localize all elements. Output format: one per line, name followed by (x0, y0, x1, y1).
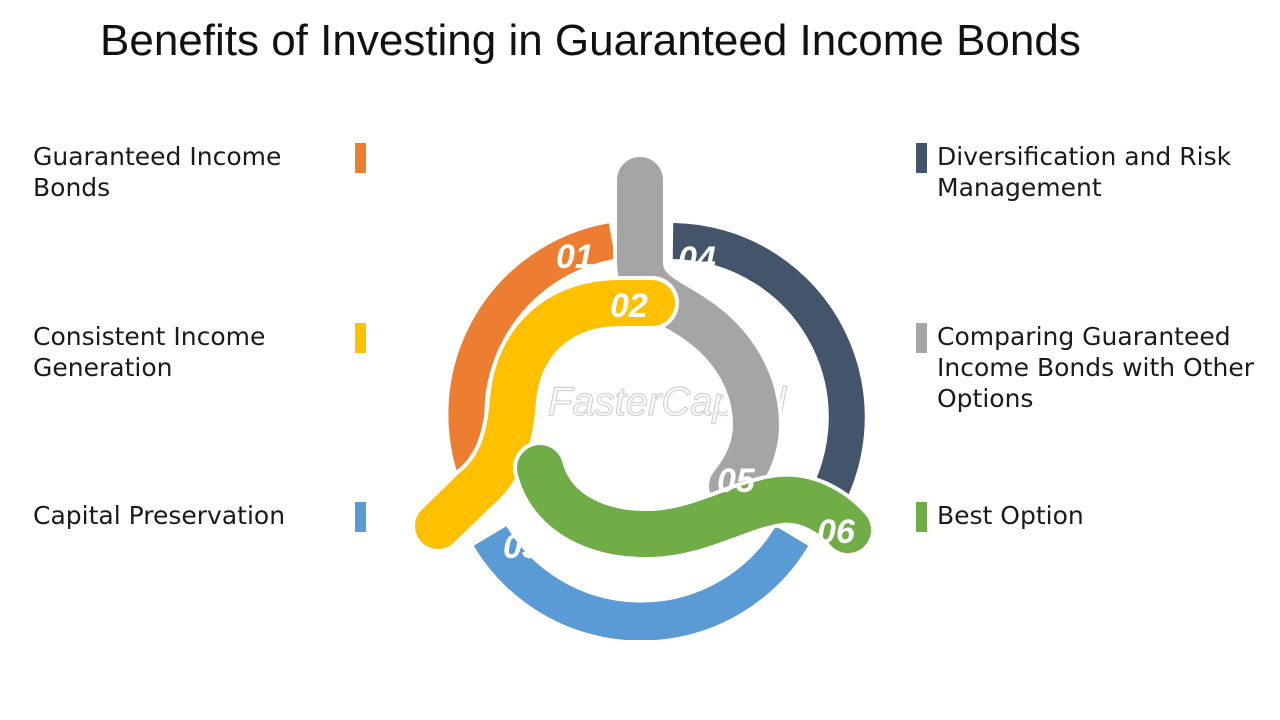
marker-blue (355, 502, 366, 532)
circular-benefits-diagram: FasterCapital 01 02 03 04 05 06 (411, 153, 875, 640)
number-03: 03 (503, 528, 541, 566)
number-01: 01 (556, 238, 594, 276)
marker-green (916, 502, 927, 532)
segment-01-orange (448, 223, 616, 497)
segment-03-blue (473, 526, 809, 640)
marker-gray (916, 323, 927, 353)
label-capital-preservation: Capital Preservation (33, 501, 286, 530)
label-guaranteed-income-bonds: Guaranteed Income Bonds (33, 142, 282, 202)
label-diversification: Diversification and Risk Management (937, 142, 1232, 202)
label-best-option: Best Option (937, 501, 1084, 530)
number-06: 06 (817, 513, 856, 551)
number-02: 02 (610, 287, 648, 325)
label-comparing-options: Comparing Guaranteed Income Bonds with O… (937, 322, 1255, 413)
segment-06-green (517, 445, 871, 558)
page-title: Benefits of Investing in Guaranteed Inco… (100, 16, 1081, 65)
marker-orange (355, 143, 366, 173)
label-consistent-income: Consistent Income Generation (33, 322, 266, 382)
number-04: 04 (678, 240, 716, 278)
segment-02-yellow (415, 280, 675, 549)
marker-navy (916, 143, 927, 173)
segment-04-navy (672, 223, 865, 533)
number-05: 05 (717, 462, 756, 500)
marker-yellow (355, 323, 366, 353)
